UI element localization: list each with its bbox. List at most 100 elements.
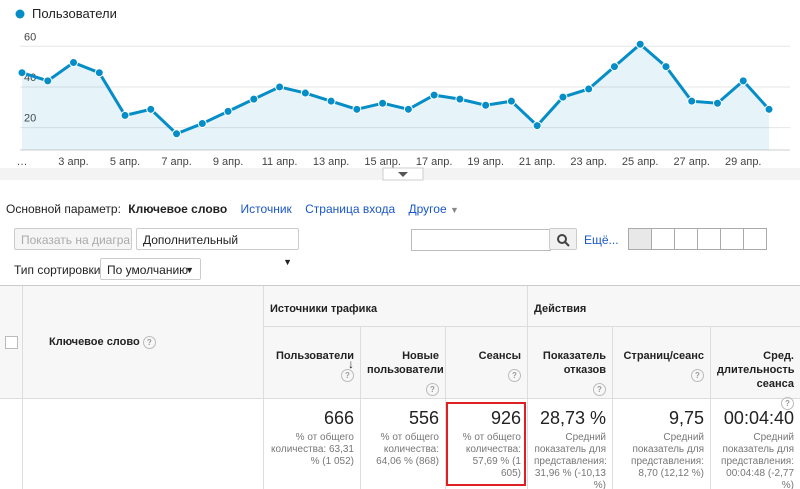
x-tick-label: 25 апр. [622, 156, 659, 168]
x-tick-label: 23 апр. [570, 156, 607, 168]
primary-dimension: Основной параметр: Ключевое слово Источн… [6, 202, 459, 216]
help-icon [781, 397, 794, 410]
highlight [446, 402, 526, 486]
point [249, 94, 259, 104]
point [120, 110, 130, 120]
point [197, 119, 207, 129]
total-cell: 28,73 % Средний показатель для представле… [527, 398, 612, 489]
point [558, 92, 568, 102]
help-icon [593, 383, 606, 396]
label: Показатель отказов [542, 350, 606, 376]
point [429, 90, 439, 100]
view-button[interactable] [628, 228, 652, 250]
toggle-arrow [398, 172, 408, 177]
total-cell: 666 % от общего количества: 63,31 % (1 05… [263, 398, 360, 489]
sort-select[interactable]: По умолчанию ▼ [100, 258, 201, 280]
column-header: Показатель отказов [527, 326, 612, 398]
sort-arrow: ↓ [348, 357, 354, 371]
total-note: Средний показатель для представления: 31… [534, 432, 607, 489]
plot-button[interactable]: Показать на диаграмме [14, 228, 132, 250]
dimension-link[interactable]: Другое [408, 202, 447, 216]
x-tick-label: 29 апр. [725, 156, 762, 168]
secondary-dimension[interactable]: Дополнительный параметр▼ [136, 228, 299, 269]
x-tick-label: 15 апр. [364, 156, 401, 168]
total-note: % от общего количества: 63,31 % (1 052) [271, 432, 354, 467]
x-tick-label: … [17, 156, 28, 168]
total-note: % от общего количества: 64,06 % (868) [376, 432, 439, 467]
help-icon [426, 383, 439, 396]
x-tick-label: 5 апр. [110, 156, 140, 168]
legend-label: Пользователи [32, 6, 117, 21]
column-header: Пользователи↓ [263, 326, 360, 398]
x-tick-label: 27 апр. [673, 156, 710, 168]
area [22, 44, 769, 150]
active-dimension[interactable]: Ключевое слово [128, 202, 228, 216]
table: Ключевое слово Источники трафика Действи… [0, 285, 800, 489]
point [687, 96, 697, 106]
sort-label: Тип сортировки: [14, 263, 104, 277]
label: Ключевое слово [49, 336, 140, 348]
help-icon [691, 369, 704, 382]
column-header: Сеансы [445, 326, 527, 398]
dimension-link[interactable]: Источник [240, 202, 292, 216]
x-tick-label: 17 апр. [416, 156, 453, 168]
view-button[interactable] [721, 228, 744, 250]
total-value: 556 [408, 408, 439, 428]
point [326, 96, 336, 106]
point [69, 58, 79, 68]
total-value: 00:04:40 [723, 408, 794, 428]
point [275, 82, 285, 92]
x-tick-label: 7 апр. [161, 156, 191, 168]
x-tick-label: 9 апр. [213, 156, 243, 168]
point [584, 84, 594, 94]
x-tick-label: 13 апр. [313, 156, 350, 168]
help-icon [508, 369, 521, 382]
point [146, 104, 156, 114]
label: По умолчанию [107, 263, 189, 277]
total-cell: 9,75 Средний показатель для представления… [612, 398, 710, 489]
x-tick-label: 11 апр. [262, 156, 298, 168]
x-tick-label: 19 апр. [467, 156, 504, 168]
view-button[interactable] [675, 228, 698, 250]
label: Страниц/сеанс [623, 350, 704, 362]
y-tick-label: 20 [24, 113, 36, 125]
y-tick-label: 60 [24, 31, 36, 43]
view-button[interactable] [698, 228, 721, 250]
search-button[interactable] [549, 228, 577, 250]
point [17, 68, 27, 78]
group-header: Действия [527, 286, 800, 326]
point [481, 100, 491, 110]
group-header: Источники трафика [263, 286, 527, 326]
point [738, 76, 748, 86]
point [94, 68, 104, 78]
total-value: 666 [323, 408, 354, 428]
more-link[interactable]: Ещё... [584, 233, 619, 247]
total-note: Средний показатель для представления: 00… [721, 432, 794, 489]
point [712, 98, 722, 108]
dimension-link[interactable]: Страница входа [305, 202, 396, 216]
point [43, 76, 53, 86]
view-button[interactable] [744, 228, 767, 250]
point [352, 104, 362, 114]
search-icon [557, 234, 570, 247]
search-input[interactable] [411, 229, 551, 251]
total-cell: 926 % от общего количества: 57,69 % (1 60… [445, 398, 527, 489]
column-header: Сред. длительность сеанса [710, 326, 800, 410]
view-button[interactable] [652, 228, 675, 250]
point [506, 96, 516, 106]
point [223, 106, 233, 116]
label: Сред. длительность сеанса [717, 350, 795, 390]
label: Пользователи [275, 350, 354, 362]
total-value: 926 [490, 408, 521, 428]
column-header: Страниц/сеанс [612, 326, 710, 398]
total-value: 28,73 % [539, 408, 606, 428]
point [764, 104, 774, 114]
key-header: Ключевое слово [22, 286, 263, 489]
total-cell: 00:04:40 Средний показатель для представл… [710, 398, 800, 489]
point [532, 121, 542, 131]
help-icon [341, 369, 354, 382]
totals-row [0, 398, 800, 489]
select-all[interactable] [5, 336, 18, 349]
